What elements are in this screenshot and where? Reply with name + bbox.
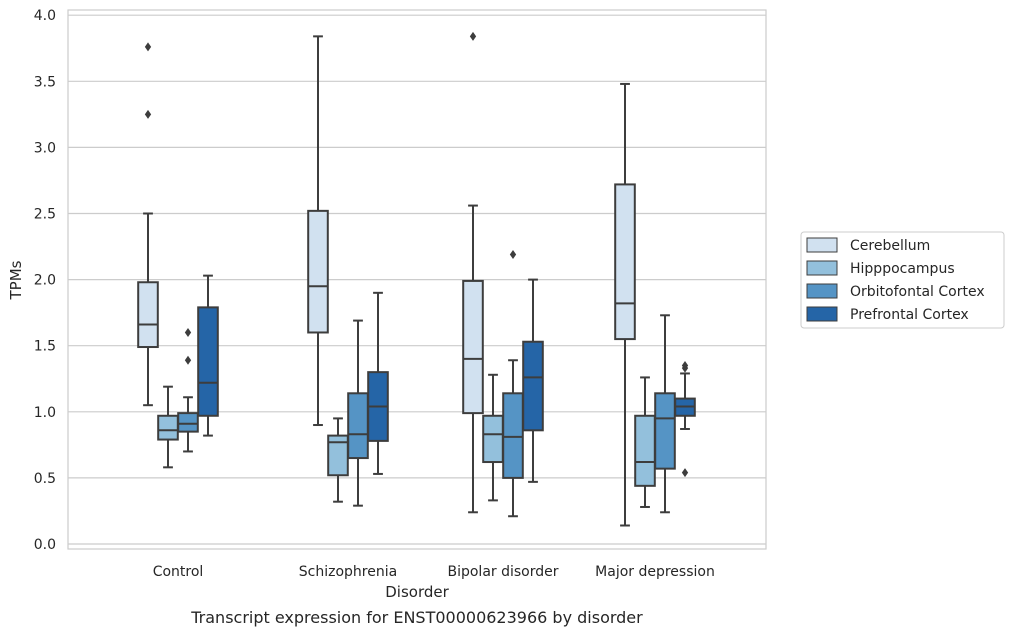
- box-iqr: [654, 392, 676, 470]
- box-iqr: [307, 209, 329, 334]
- outlier-point: [184, 355, 192, 365]
- legend-label: Cerebellum: [850, 238, 930, 254]
- y-tick-label: 3.0: [34, 140, 56, 156]
- legend-swatch: [806, 237, 838, 253]
- box-cerebellum: [307, 35, 329, 427]
- box-iqr: [614, 183, 636, 341]
- legend-swatch: [806, 306, 838, 322]
- box-hipppocampus: [157, 385, 179, 469]
- box-hipppocampus: [327, 417, 349, 503]
- outlier-point: [144, 109, 152, 119]
- x-tick-label: Bipolar disorder: [447, 564, 558, 580]
- plot-frame: [67, 9, 767, 550]
- box-hipppocampus: [634, 376, 656, 508]
- box-iqr: [197, 306, 219, 417]
- y-tick-label: 1.0: [34, 405, 56, 421]
- y-tick-label: 2.5: [34, 207, 56, 223]
- box-orbitofontal-cortex: [502, 249, 524, 518]
- y-tick-label: 2.0: [34, 273, 56, 289]
- box-prefrontal-cortex: [197, 274, 219, 437]
- box-iqr: [634, 414, 656, 487]
- box-iqr: [462, 279, 484, 415]
- box-iqr: [522, 340, 544, 432]
- y-tick-label: 3.5: [34, 74, 56, 90]
- legend-label: Orbitofontal Cortex: [850, 284, 985, 300]
- box-iqr: [157, 414, 179, 441]
- chart-caption: Transcript expression for ENST0000062396…: [190, 608, 643, 627]
- y-tick-label: 4.0: [34, 8, 56, 24]
- box-cerebellum: [614, 82, 636, 527]
- y-tick-labels: 0.0 0.5 1.0 1.5 2.0 2.5 3.0 3.5 4.0: [34, 8, 56, 553]
- box-hipppocampus: [482, 373, 504, 502]
- box-prefrontal-cortex: [674, 361, 696, 478]
- legend-frame: [800, 231, 1005, 329]
- outlier-point: [184, 327, 192, 337]
- outlier-point: [509, 249, 517, 259]
- plot-boxes: [137, 31, 696, 527]
- x-axis-label: Disorder: [385, 583, 449, 601]
- box-cerebellum: [137, 42, 159, 407]
- box-iqr: [347, 392, 369, 460]
- outlier-point: [681, 468, 689, 478]
- outlier-point: [469, 31, 477, 41]
- y-axis-label: TPMs: [7, 260, 25, 300]
- box-prefrontal-cortex: [522, 278, 544, 483]
- box-orbitofontal-cortex: [177, 327, 199, 453]
- box-iqr: [502, 392, 524, 479]
- x-tick-labels: Control Schizophrenia Bipolar disorder Majo…: [153, 564, 715, 580]
- box-orbitofontal-cortex: [654, 314, 676, 514]
- box-prefrontal-cortex: [367, 291, 389, 475]
- y-tick-label: 0.5: [34, 471, 56, 487]
- legend-swatch: [806, 260, 838, 276]
- box-iqr: [137, 281, 159, 349]
- y-tick-label: 0.0: [34, 537, 56, 553]
- outlier-point: [144, 42, 152, 52]
- y-tick-label: 1.5: [34, 339, 56, 355]
- x-tick-label: Schizophrenia: [299, 564, 397, 580]
- x-tick-label: Control: [153, 564, 204, 580]
- box-cerebellum: [462, 31, 484, 514]
- box-iqr: [177, 412, 199, 433]
- legend-swatch: [806, 283, 838, 299]
- legend: Cerebellum Hipppocampus Orbitofontal Corte…: [800, 231, 1005, 329]
- outlier-point: [681, 361, 689, 371]
- legend-label: Hipppocampus: [850, 261, 955, 277]
- legend-label: Prefrontal Cortex: [850, 307, 969, 323]
- x-tick-label: Major depression: [595, 564, 715, 580]
- box-iqr: [482, 414, 504, 464]
- y-gridlines: [68, 14, 766, 545]
